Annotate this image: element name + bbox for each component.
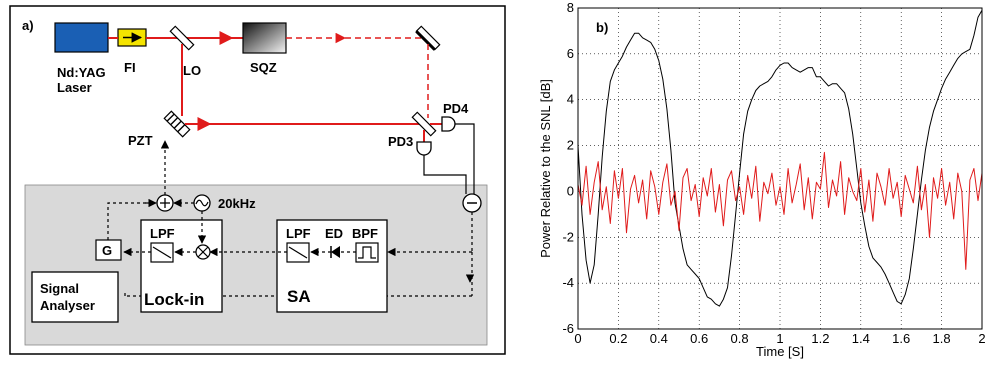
setup-diagram: a) Nd:YAG Laser FI LO SQZ PZT — [9, 5, 506, 355]
x-tick-label: 2 — [978, 331, 985, 346]
y-tick-label: 6 — [567, 46, 574, 61]
bpf-filter-icon — [355, 242, 379, 263]
ed-label: ED — [325, 226, 343, 241]
mirror-top-right — [415, 25, 441, 51]
y-tick-label: 4 — [567, 92, 574, 107]
pd4-detector-icon — [441, 116, 456, 132]
x-tick-label: 0.6 — [690, 331, 708, 346]
sa-box — [276, 219, 388, 313]
signal-analyser-line1: Signal — [40, 281, 79, 296]
x-tick-label: 1.2 — [811, 331, 829, 346]
y-tick-label: 0 — [567, 183, 574, 198]
x-tick-label: 0 — [574, 331, 581, 346]
x-tick-label: 1.8 — [933, 331, 951, 346]
homodyne-beamsplitter — [411, 111, 437, 137]
pd3-detector-icon — [416, 141, 432, 156]
power-chart: 0 0.2 0.4 0.6 0.8 1 1.2 1.4 1.6 1.8 2 -6 -4 -2 0 2 4 6 8 b… — [538, 0, 986, 359]
x-axis-label: Time [S] — [756, 344, 804, 359]
laser-label-line2: Laser — [57, 80, 92, 95]
x-tick-label: 1.6 — [892, 331, 910, 346]
chart-ticks: 0 0.2 0.4 0.6 0.8 1 1.2 1.4 1.6 1.8 2 -6 -4 -2 0 2 4 6 8 — [562, 0, 985, 346]
freq-label: 20kHz — [218, 196, 256, 211]
signal-analyser-box — [31, 271, 119, 323]
x-tick-label: 1 — [776, 331, 783, 346]
lockin-label: Lock-in — [144, 290, 204, 309]
y-tick-label: 8 — [567, 0, 574, 15]
ed-diode-icon — [331, 246, 340, 258]
sqz-label: SQZ — [250, 60, 277, 75]
series-line-red — [577, 151, 983, 270]
x-tick-label: 0.4 — [650, 331, 668, 346]
sa-lpf-label: LPF — [286, 226, 311, 241]
chart-series — [577, 10, 983, 307]
lockin-box — [140, 219, 223, 313]
fi-label: FI — [124, 60, 136, 75]
pzt-mirror — [163, 110, 191, 138]
signal-analyser-line2: Analyser — [40, 298, 95, 313]
lockin-lpf-label: LPF — [150, 226, 175, 241]
sqz-box — [242, 22, 287, 54]
gain-label: G — [102, 243, 112, 258]
series-line-black — [577, 10, 983, 307]
panel-b-label: b) — [596, 20, 608, 35]
pzt-label: PZT — [128, 133, 153, 148]
sa-label: SA — [287, 287, 311, 306]
plot-frame — [577, 7, 983, 330]
y-tick-label: -2 — [562, 229, 574, 244]
y-axis-label: Power Relative to the SNL [dB] — [538, 79, 553, 258]
laser-label-line1: Nd:YAG — [57, 65, 106, 80]
lo-beamsplitter — [169, 25, 195, 51]
pd3-label: PD3 — [388, 134, 413, 149]
laser-box — [54, 22, 109, 53]
y-tick-label: -6 — [562, 321, 574, 336]
lo-label: LO — [183, 63, 201, 78]
x-tick-label: 0.8 — [731, 331, 749, 346]
y-tick-label: -4 — [562, 275, 574, 290]
pd4-label: PD4 — [443, 101, 469, 116]
x-tick-label: 0.2 — [609, 331, 627, 346]
panel-a-label: a) — [22, 18, 34, 33]
chart-grid — [578, 8, 982, 329]
y-tick-label: 2 — [567, 138, 574, 153]
bpf-label: BPF — [352, 226, 378, 241]
x-tick-label: 1.4 — [852, 331, 870, 346]
